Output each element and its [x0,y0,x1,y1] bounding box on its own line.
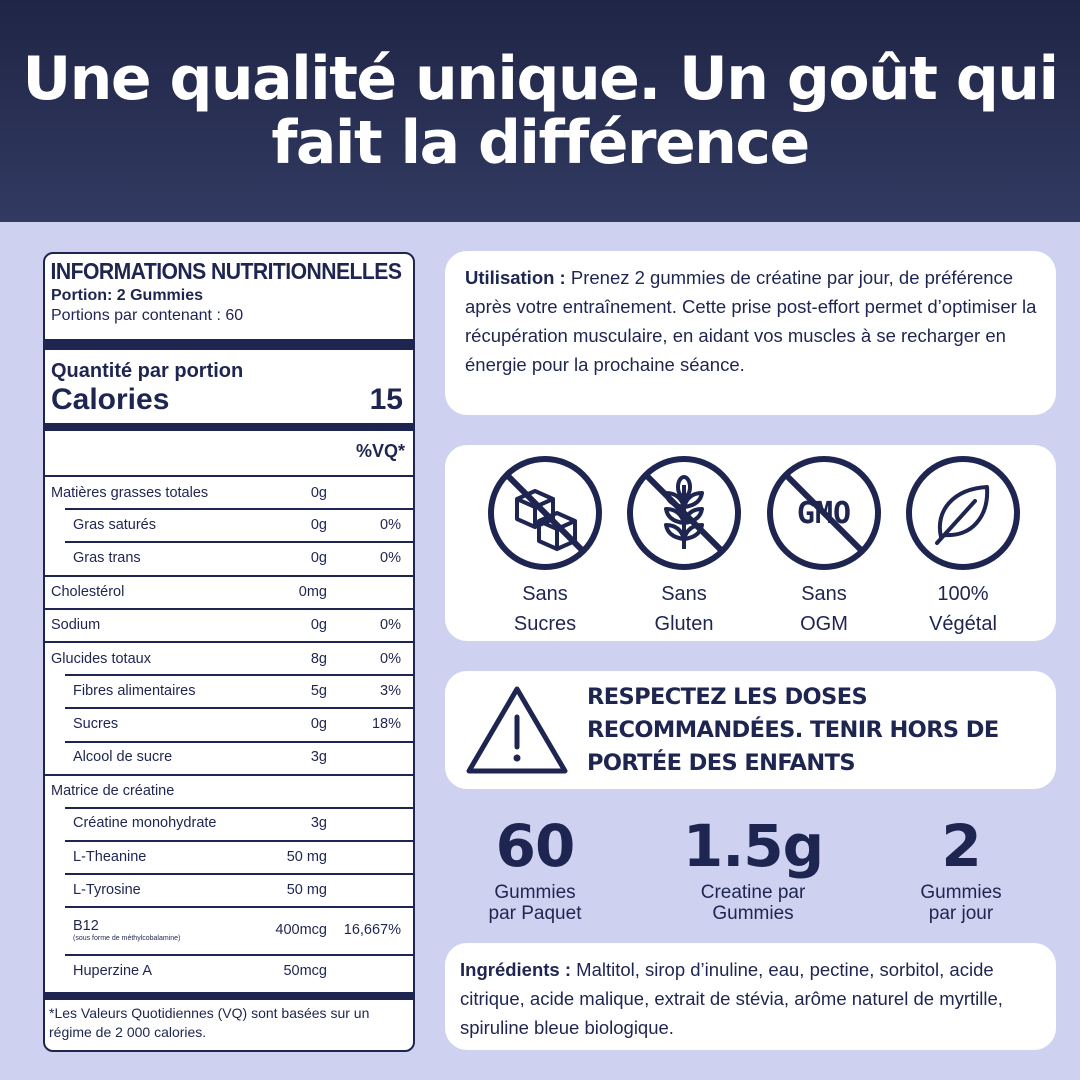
nutrition-row-label: Sucres [73,715,119,732]
nutrition-row-label: Gras saturés [73,516,156,533]
nutrition-row: Sucres 0g 18% [45,707,413,740]
nutrition-row-label: Créatine monohydrate [73,815,217,832]
nutrition-row: Matières grasses totales 0g [45,475,413,508]
nutrition-divider [45,423,413,431]
warning-triangle-icon [466,686,568,774]
nutrition-row: L-Theanine 50 mg [45,840,413,873]
nutrition-row-amount: 3g [310,815,327,832]
calories-label: Calories [51,383,170,416]
nutrition-divider [45,991,413,1000]
nutrition-row-vq: 3% [380,682,401,699]
nutrition-row: B12 (sous forme de méthylcobalamine) 400mc… [45,906,413,954]
nutrition-row-label: Gras trans [73,549,141,566]
nutrition-divider [45,339,413,350]
no-gmo-icon: GMO [767,456,881,570]
nutrition-row: L-Tyrosine 50 mg [45,873,413,906]
nutrition-row-label: L-Tyrosine [73,881,141,898]
vq-header: %VQ* [355,441,405,461]
warning-text: RESPECTEZ LES DOSES RECOMMANDÉES. TENIR … [587,684,999,776]
nutrition-row: Alcool de sucre 3g [45,740,413,774]
nutrition-row-vq: 0% [380,549,401,566]
nutrition-row: Glucides totaux 8g 0% [45,640,413,674]
stat-value: 2 [941,812,981,880]
no-gluten-icon [627,456,741,570]
nutrition-row-vq: 0% [380,516,401,533]
calories-value: 15 [369,383,403,416]
badge-no-sugar: Sans Sucres [485,455,605,639]
nutrition-row: Huperzine A 50mcg [45,954,413,987]
nutrition-row-label: Matrice de créatine [51,783,175,800]
nutrition-row: Cholestérol 0mg [45,574,413,608]
nutrition-row-label: Matières grasses totales [51,484,209,501]
nutrition-row-amount: 3g [310,749,327,766]
leaf-icon [906,456,1020,570]
nutrition-row: Matrice de créatine [45,773,413,807]
nutrition-row-amount: 0mg [298,584,327,601]
stat-label: Gummies par jour [920,882,1002,924]
stat-label: Gummies par Paquet [488,882,582,924]
ingredients-text: Maltitol, sirop d’inuline, eau, pectine,… [460,959,1003,1038]
no-sugar-icon [488,456,602,570]
badge-label: Sans OGM [800,583,848,635]
nutrition-row: Créatine monohydrate 3g [45,806,413,840]
nutrition-row: Gras trans 0g 0% [45,541,413,574]
nutrition-row-amount: 400mcg [275,922,327,939]
stat-value: 1.5g [682,812,824,880]
ingredients-label: Ingrédients : [460,959,572,980]
usage-card: Utilisation : Prenez 2 gummies de créati… [445,251,1056,415]
usage-label: Utilisation : [465,267,566,288]
stat-value: 60 [495,812,576,880]
nutrition-row-label: Cholestérol [51,584,125,601]
nutrition-row-label: B12 (sous forme de méthylcobalamine) [73,918,181,943]
nutrition-row: Sodium 0g 0% [45,607,413,641]
stat-label: Creatine par Gummies [700,882,806,924]
nutrition-row-amount: 50 mg [286,848,327,865]
nutrition-row-amount: 0g [310,484,327,501]
nutrition-per-container: Portions par contenant : 60 [51,307,244,324]
nutrition-row-amount: 0g [310,715,327,732]
nutrition-title: INFORMATIONS NUTRITIONNELLES [50,258,402,284]
nutrition-row-vq: 0% [380,617,401,634]
stat-creatine-per-gummy: 1.5g Creatine par Gummies [653,812,853,924]
nutrition-row-amount: 50 mg [286,881,327,898]
nutrition-row-amount: 8g [310,650,327,667]
usage-text: Prenez 2 gummies de créatine par jour, d… [465,267,1037,375]
nutrition-row: Fibres alimentaires 5g 3% [45,674,413,707]
nutrition-row: Gras saturés 0g 0% [45,508,413,541]
page-title: Une qualité unique. Un goût qui fait la … [22,44,1059,178]
warning-card: RESPECTEZ LES DOSES RECOMMANDÉES. TENIR … [445,671,1056,789]
badge-label: Sans Sucres [513,583,577,635]
nutrition-row-label: L-Theanine [73,848,147,865]
nutrition-row-amount: 0g [310,549,327,566]
nutrition-row-vq: 18% [371,715,401,732]
nutrition-row-amount: 0g [310,617,327,634]
nutrition-row-label: Alcool de sucre [73,749,173,766]
stat-gummies-per-pack: 60 Gummies par Paquet [435,812,635,924]
nutrition-facts-panel: INFORMATIONS NUTRITIONNELLES Portion: 2 … [43,252,415,1052]
nutrition-portion: Portion: 2 Gummies [51,287,204,304]
header-banner: Une qualité unique. Un goût qui fait la … [0,0,1080,222]
calories-row: Calories 15 [45,383,413,423]
badge-label: Sans Gluten [654,583,714,635]
quantity-per-portion-label: Quantité par portion [51,360,244,382]
badge-label: 100% Végétal [929,583,997,635]
nutrition-row-vq: 0% [380,650,401,667]
nutrition-row-amount: 50mcg [283,963,327,980]
badge-vegetal: 100% Végétal [903,455,1023,639]
nutrition-row-vq: 16,667% [343,922,401,939]
nutrition-row-amount: 0g [310,516,327,533]
ingredients-card: Ingrédients : Maltitol, sirop d’inuline,… [445,943,1056,1050]
nutrition-footnote: *Les Valeurs Quotidiennes (VQ) sont basé… [49,1004,370,1040]
nutrition-rows: Matières grasses totales 0g Gras saturés 0g… [45,475,413,988]
nutrition-row-label: Fibres alimentaires [73,682,196,699]
stat-gummies-per-day: 2 Gummies par jour [861,812,1061,924]
nutrition-row-amount: 5g [310,682,327,699]
badge-no-gluten: Sans Gluten [624,455,744,639]
nutrition-row-label: Huperzine A [73,963,152,980]
nutrition-row-label: Sodium [51,617,101,634]
nutrition-row-label: Glucides totaux [51,650,151,667]
